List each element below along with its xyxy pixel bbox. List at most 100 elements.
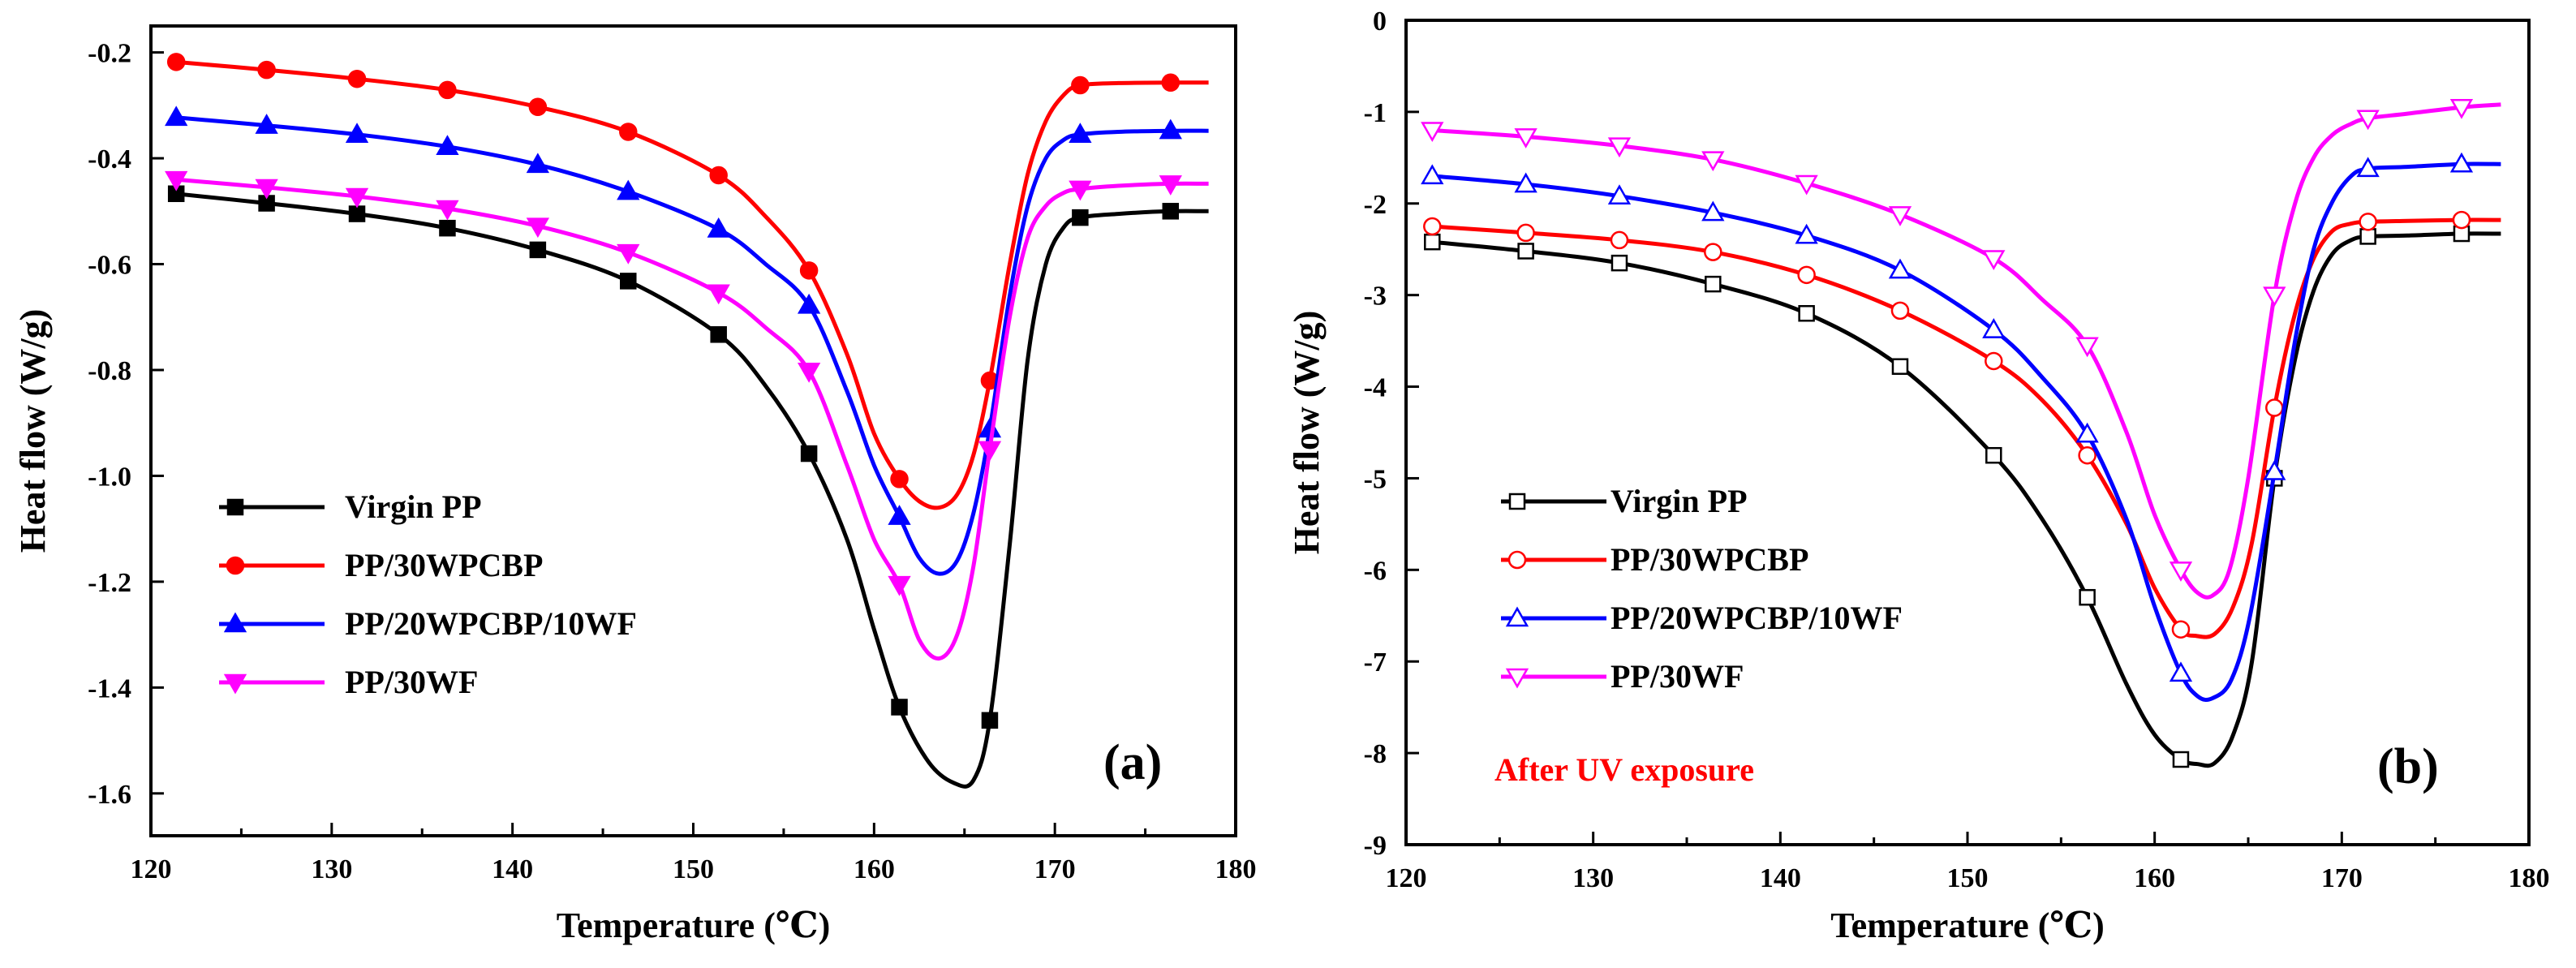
- data-point: [1421, 122, 1444, 142]
- data-point: [799, 261, 819, 280]
- data-point: [707, 217, 730, 238]
- y-tick-label: -0.6: [88, 251, 131, 281]
- y-tick-label: -1: [1364, 98, 1387, 128]
- data-point: [978, 441, 1002, 462]
- data-point: [1797, 265, 1816, 285]
- data-point: [1795, 174, 1818, 196]
- data-point: [2449, 98, 2474, 119]
- data-point: [1161, 73, 1180, 92]
- series-line: [175, 115, 1209, 576]
- legend-marker: [1505, 606, 1529, 627]
- data-point: [526, 153, 550, 174]
- x-tick-label: 170: [1034, 854, 1076, 884]
- data-point: [2171, 620, 2191, 639]
- data-point: [436, 200, 459, 221]
- data-point: [2075, 337, 2099, 358]
- data-point: [526, 217, 550, 239]
- data-point: [2359, 228, 2376, 245]
- data-point: [1159, 118, 1182, 140]
- data-point: [1517, 243, 1534, 260]
- data-point: [1982, 318, 2006, 338]
- data-point: [1071, 75, 1090, 95]
- x-tick-label: 120: [1386, 863, 1427, 893]
- data-point: [165, 170, 188, 191]
- y-tick-label: -2: [1364, 190, 1387, 220]
- data-point: [255, 179, 278, 200]
- legend-label: PP/30WPCBP: [345, 547, 543, 583]
- legend-label: PP/30WPCBP: [1611, 541, 1808, 578]
- data-point: [2449, 152, 2474, 173]
- chart-panel-b: 120 130 140 150 160 170 180 0 -1 -2 -3 -4 -5 -6 -7 -8 -9…: [1287, 6, 2550, 945]
- y-tick-label: -8: [1364, 739, 1387, 769]
- y-tick-label: -1.2: [88, 568, 131, 598]
- series-0: [1424, 225, 2501, 768]
- data-point: [620, 273, 637, 290]
- data-point: [1704, 243, 1722, 261]
- data-point: [1982, 250, 2006, 271]
- y-tick-label: -0.2: [88, 39, 131, 69]
- data-point: [1069, 180, 1092, 201]
- panel-label: (b): [2377, 739, 2439, 794]
- data-point: [1705, 275, 1722, 293]
- legend-marker: [1507, 550, 1527, 570]
- y-axis-title: Heat flow (W/g): [13, 309, 53, 553]
- data-point: [2356, 110, 2380, 131]
- data-point: [707, 284, 730, 305]
- legend-marker: [223, 612, 247, 633]
- data-point: [1516, 223, 1535, 243]
- legend: Virgin PP PP/30WPCBP PP/20WPCBP/10WF PP/30W…: [219, 488, 637, 700]
- data-point: [617, 179, 640, 200]
- data-point: [1701, 151, 1725, 172]
- data-point: [800, 445, 818, 462]
- data-point: [1514, 128, 1537, 148]
- data-point: [347, 69, 367, 88]
- x-axis-title: Temperature (℃): [557, 906, 830, 945]
- x-tick-label: 140: [492, 854, 533, 884]
- y-tick-label: -7: [1364, 647, 1387, 678]
- data-point: [797, 293, 821, 314]
- legend-marker: [223, 673, 247, 695]
- data-point: [710, 326, 727, 343]
- data-point: [436, 135, 459, 155]
- x-tick-label: 170: [2321, 863, 2363, 893]
- data-point: [1424, 233, 1441, 251]
- data-point: [891, 699, 908, 716]
- series-3: [165, 170, 1209, 661]
- panel-label: (a): [1103, 735, 1162, 790]
- data-point: [1162, 203, 1180, 220]
- data-point: [890, 470, 909, 488]
- series-2: [165, 105, 1209, 576]
- legend-marker: [226, 556, 245, 575]
- data-point: [888, 505, 911, 525]
- data-point: [888, 575, 911, 596]
- data-point: [1514, 172, 1537, 193]
- data-point: [1423, 217, 1442, 236]
- data-point: [1421, 164, 1444, 185]
- data-point: [1888, 206, 1912, 226]
- data-point: [1072, 209, 1089, 226]
- chart-panel-a: 120 130 140 150 160 170 180 -0.2 -0.4 -0.6 -0.8 -1.…: [13, 24, 1257, 945]
- legend-label: Virgin PP: [345, 488, 482, 525]
- data-point: [2078, 445, 2096, 465]
- y-tick-label: -5: [1364, 464, 1387, 494]
- legend: Virgin PP PP/30WPCBP PP/20WPCBP/10WF PP/30W…: [1501, 483, 1903, 695]
- data-point: [981, 712, 999, 729]
- data-point: [1607, 137, 1632, 158]
- data-point: [2359, 213, 2377, 231]
- data-point: [709, 166, 728, 185]
- data-point: [345, 187, 369, 209]
- y-tick-label: -0.4: [88, 144, 131, 174]
- data-point: [439, 219, 456, 237]
- x-tick-label: 160: [2134, 863, 2175, 893]
- data-point: [2263, 460, 2286, 480]
- data-point: [1888, 258, 1912, 279]
- data-point: [2265, 398, 2284, 417]
- x-tick-label: 140: [1760, 863, 1801, 893]
- data-point: [2169, 661, 2193, 682]
- y-tick-label: -9: [1364, 831, 1387, 861]
- series-line: [1432, 102, 2501, 600]
- data-point: [2169, 561, 2193, 582]
- y-tick-label: -1.4: [88, 673, 131, 703]
- data-point: [1701, 200, 1725, 222]
- data-point: [2452, 210, 2471, 230]
